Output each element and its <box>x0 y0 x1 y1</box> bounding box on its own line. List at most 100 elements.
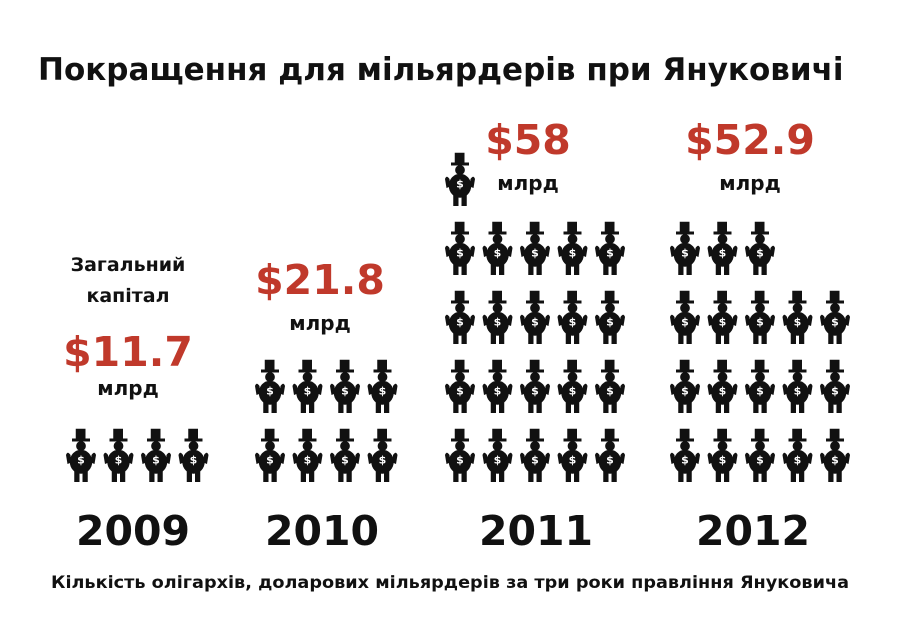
unit-label-2010: млрд <box>289 311 350 335</box>
dollar-sign-icon: $ <box>531 385 539 398</box>
oligarch-icon: $ <box>103 428 134 482</box>
dollar-sign-icon: $ <box>756 316 764 329</box>
dollar-sign-icon: $ <box>379 385 387 398</box>
oligarch-icon: $ <box>782 359 813 413</box>
dollar-sign-icon: $ <box>831 385 839 398</box>
amount-label-2009: $11.7 <box>63 328 193 376</box>
dollar-sign-icon: $ <box>456 178 464 191</box>
year-label-2012: 2012 <box>696 507 810 555</box>
dollar-sign-icon: $ <box>494 385 502 398</box>
dollar-sign-icon: $ <box>831 316 839 329</box>
dollar-sign-icon: $ <box>531 454 539 467</box>
oligarch-icon: $ <box>330 428 360 482</box>
dollar-sign-icon: $ <box>719 316 727 329</box>
dollar-sign-icon: $ <box>531 247 539 260</box>
unit-label-2012: млрд <box>719 171 780 195</box>
dollar-sign-icon: $ <box>152 454 160 467</box>
dollar-sign-icon: $ <box>719 247 727 260</box>
dollar-sign-icon: $ <box>77 454 85 467</box>
dollar-sign-icon: $ <box>794 385 802 398</box>
dollar-sign-icon: $ <box>341 454 349 467</box>
oligarch-icon: $ <box>367 428 398 482</box>
oligarch-icon: $ <box>292 428 323 482</box>
oligarch-icon: $ <box>367 359 398 413</box>
dollar-sign-icon: $ <box>304 454 312 467</box>
oligarch-icon: $ <box>782 290 813 344</box>
oligarch-icon: $ <box>520 290 550 344</box>
dollar-sign-icon: $ <box>681 247 689 260</box>
dollar-sign-icon: $ <box>606 316 614 329</box>
oligarch-icon: $ <box>520 428 550 482</box>
dollar-sign-icon: $ <box>494 454 502 467</box>
oligarch-icon: $ <box>595 221 625 275</box>
dollar-sign-icon: $ <box>756 454 764 467</box>
dollar-sign-icon: $ <box>681 316 689 329</box>
oligarch-icon: $ <box>445 221 475 275</box>
year-label-2009: 2009 <box>76 507 190 555</box>
amount-label-2012: $52.9 <box>685 116 815 164</box>
dollar-sign-icon: $ <box>569 385 577 398</box>
oligarch-icon: $ <box>595 290 625 344</box>
oligarch-icon: $ <box>557 359 588 413</box>
oligarch-icon: $ <box>670 221 700 275</box>
dollar-sign-icon: $ <box>115 454 123 467</box>
oligarch-icon: $ <box>820 428 850 482</box>
dollar-sign-icon: $ <box>456 385 464 398</box>
oligarch-icon: $ <box>820 359 850 413</box>
oligarch-icon: $ <box>66 428 96 482</box>
oligarch-icon: $ <box>482 359 513 413</box>
chart-subtitle: Кількість олігархів, доларових мільярдер… <box>51 573 849 593</box>
dollar-sign-icon: $ <box>494 316 502 329</box>
dollar-sign-icon: $ <box>681 454 689 467</box>
amount-label-2011: $58 <box>485 116 571 164</box>
chart-title: Покращення для мільярдерів при Януковичі <box>38 52 844 88</box>
dollar-sign-icon: $ <box>681 385 689 398</box>
oligarch-icon: $ <box>670 359 700 413</box>
dollar-sign-icon: $ <box>794 316 802 329</box>
dollar-sign-icon: $ <box>190 454 198 467</box>
oligarch-icon: $ <box>292 359 323 413</box>
oligarch-icon: $ <box>670 428 700 482</box>
dollar-sign-icon: $ <box>266 454 274 467</box>
dollar-sign-icon: $ <box>456 454 464 467</box>
dollar-sign-icon: $ <box>569 247 577 260</box>
amount-label-2010: $21.8 <box>255 256 385 304</box>
oligarch-icon: $ <box>595 359 625 413</box>
dollar-sign-icon: $ <box>606 385 614 398</box>
dollar-sign-icon: $ <box>606 454 614 467</box>
dollar-sign-icon: $ <box>341 385 349 398</box>
oligarch-icon: $ <box>445 152 475 206</box>
oligarch-icon: $ <box>141 428 171 482</box>
oligarch-icon: $ <box>520 359 550 413</box>
year-label-2011: 2011 <box>479 507 593 555</box>
total-capital-label-line1: Загальний <box>71 254 186 276</box>
oligarch-icon: $ <box>745 428 775 482</box>
oligarch-icon: $ <box>745 359 775 413</box>
oligarch-icon: $ <box>557 290 588 344</box>
oligarch-icon: $ <box>782 428 813 482</box>
oligarch-icon: $ <box>330 359 360 413</box>
dollar-sign-icon: $ <box>456 316 464 329</box>
dollar-sign-icon: $ <box>304 385 312 398</box>
dollar-sign-icon: $ <box>266 385 274 398</box>
dollar-sign-icon: $ <box>569 454 577 467</box>
oligarch-icon: $ <box>707 290 738 344</box>
oligarch-icon: $ <box>482 428 513 482</box>
oligarch-icon: $ <box>745 290 775 344</box>
oligarch-icon: $ <box>745 221 775 275</box>
oligarch-icon: $ <box>255 428 285 482</box>
oligarch-icon: $ <box>595 428 625 482</box>
dollar-sign-icon: $ <box>569 316 577 329</box>
total-capital-label-line2: капітал <box>86 285 169 307</box>
oligarch-icon: $ <box>707 428 738 482</box>
dollar-sign-icon: $ <box>756 385 764 398</box>
oligarch-icon: $ <box>445 359 475 413</box>
oligarch-icon: $ <box>520 221 550 275</box>
oligarch-icon: $ <box>707 359 738 413</box>
dollar-sign-icon: $ <box>719 385 727 398</box>
dollar-sign-icon: $ <box>456 247 464 260</box>
dollar-sign-icon: $ <box>756 247 764 260</box>
oligarch-icon: $ <box>178 428 209 482</box>
oligarch-icon: $ <box>820 290 850 344</box>
